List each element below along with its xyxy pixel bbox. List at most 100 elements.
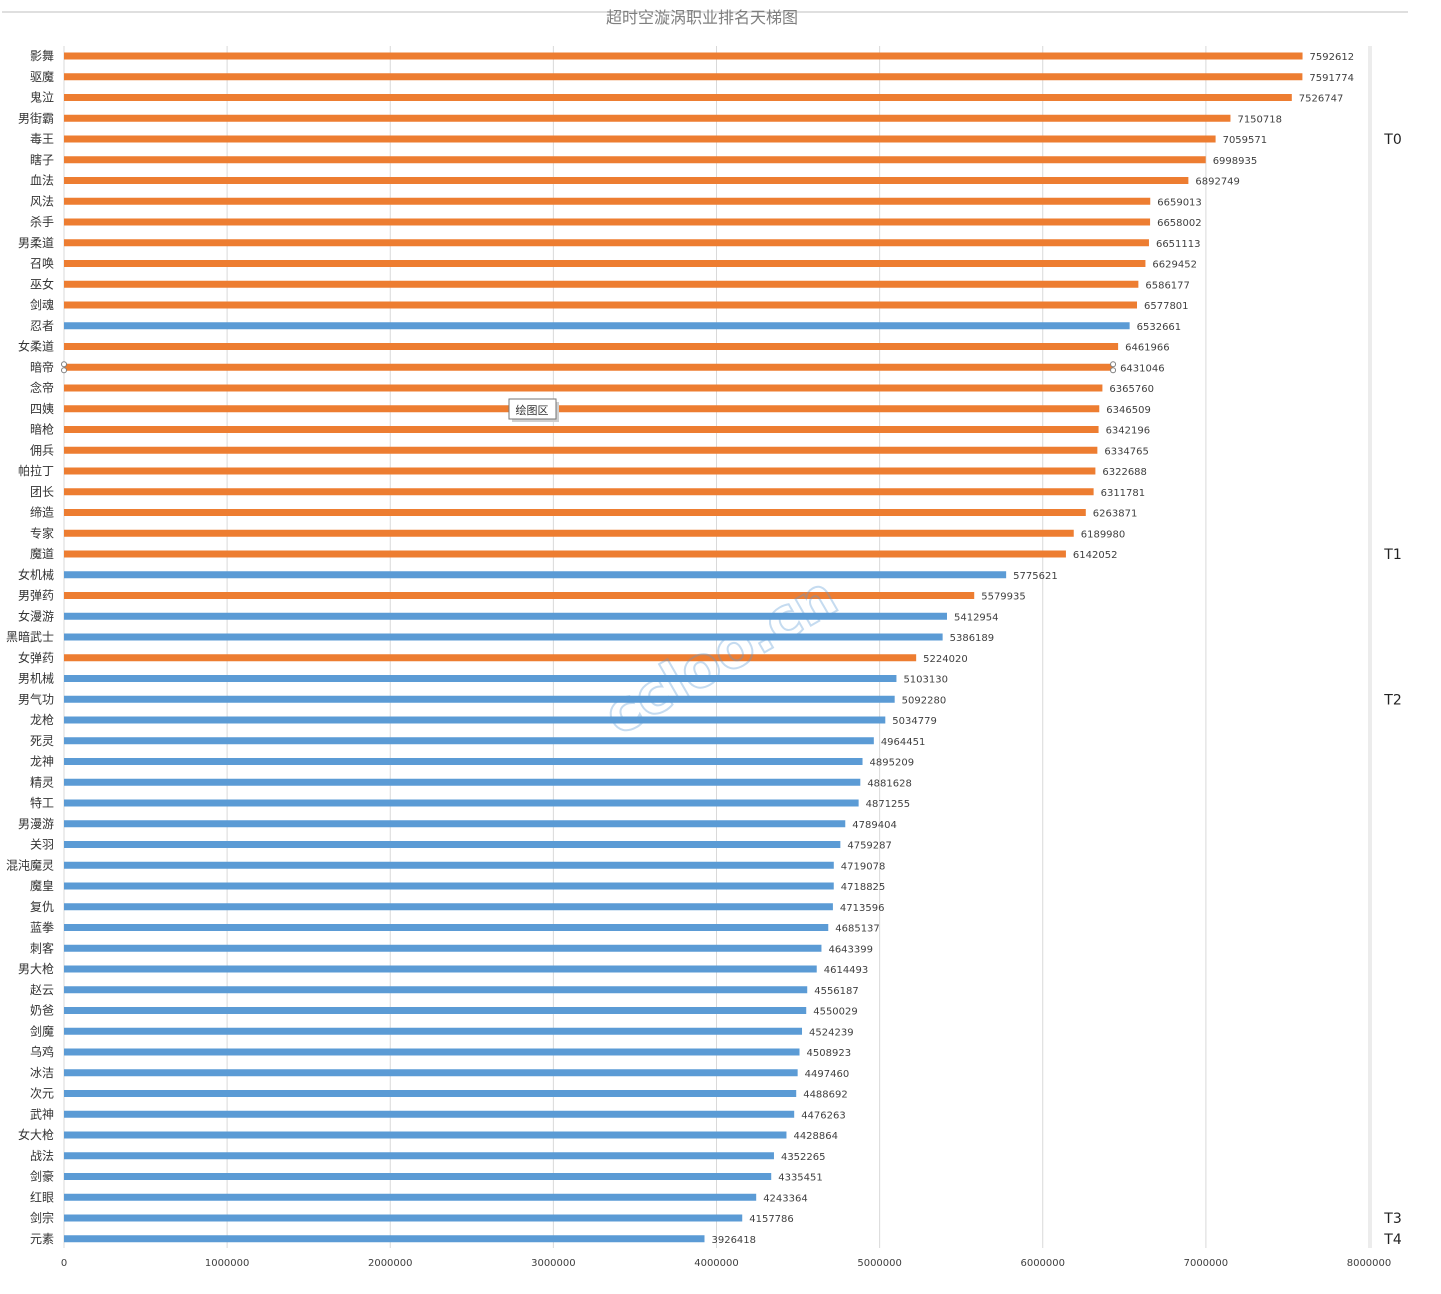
plot-area[interactable]	[61, 52, 1303, 1243]
bar[interactable]	[64, 1152, 774, 1160]
bar[interactable]	[64, 301, 1138, 309]
value-label: 6189980	[1081, 529, 1126, 540]
category-label: 暗帝	[30, 359, 54, 374]
bar[interactable]	[64, 716, 886, 724]
bar[interactable]	[64, 218, 1151, 226]
bar[interactable]	[64, 1173, 772, 1180]
category-label: 刺客	[30, 940, 54, 955]
category-label: 男机械	[18, 671, 54, 686]
value-label: 5775621	[1013, 571, 1058, 582]
value-label: 5034779	[892, 716, 937, 727]
bar[interactable]	[64, 986, 808, 994]
bar[interactable]	[64, 94, 1292, 101]
bar[interactable]	[64, 903, 833, 911]
bar[interactable]	[64, 177, 1189, 184]
bar[interactable]	[64, 467, 1096, 475]
bar[interactable]	[64, 799, 859, 807]
bar[interactable]	[64, 1193, 757, 1201]
bar[interactable]	[64, 571, 1007, 579]
bar[interactable]	[64, 343, 1119, 350]
bar[interactable]	[64, 841, 841, 848]
category-label: 女弹药	[18, 650, 54, 665]
bar[interactable]	[64, 73, 1303, 81]
category-label: 复仇	[30, 900, 54, 914]
category-label: 精灵	[30, 775, 54, 789]
bar[interactable]	[64, 405, 1100, 413]
value-label: 7059571	[1223, 135, 1268, 146]
category-label: 驱魔	[30, 69, 54, 84]
bar[interactable]	[64, 239, 1149, 247]
x-tick-label: 1000000	[205, 1258, 250, 1269]
bar[interactable]	[64, 260, 1146, 267]
category-label: 男柔道	[18, 236, 54, 250]
bar[interactable]	[64, 1069, 798, 1077]
bar[interactable]	[64, 882, 834, 890]
bar[interactable]	[64, 820, 846, 828]
bar[interactable]	[64, 695, 895, 703]
value-label: 4871255	[866, 799, 911, 810]
bar[interactable]	[64, 52, 1303, 60]
value-label: 4476263	[801, 1110, 846, 1121]
value-label: 6629452	[1152, 260, 1197, 271]
x-tick-label: 6000000	[1020, 1258, 1065, 1269]
bar[interactable]	[64, 1235, 705, 1243]
bar[interactable]	[64, 446, 1098, 454]
value-label: 4508923	[807, 1048, 852, 1059]
bar[interactable]	[64, 280, 1139, 288]
bar[interactable]	[64, 861, 834, 869]
bar[interactable]	[64, 529, 1074, 537]
bar[interactable]	[64, 1027, 803, 1035]
bar[interactable]	[64, 592, 975, 599]
tier-label: T2	[1383, 692, 1401, 708]
bar[interactable]	[64, 197, 1151, 205]
bar[interactable]	[64, 944, 822, 952]
category-label: 黑暗武士	[6, 629, 54, 644]
selection-handle[interactable]	[61, 361, 67, 368]
value-label: 4685137	[835, 924, 880, 935]
bar[interactable]	[64, 156, 1206, 164]
bar[interactable]	[64, 965, 817, 973]
value-labels: 7592612 7591774 7526747 7150718 7059571 69989…	[711, 52, 1354, 1246]
bar[interactable]	[64, 778, 861, 786]
selection-handle[interactable]	[1110, 361, 1117, 368]
bar[interactable]	[64, 114, 1231, 122]
category-label: 影舞	[30, 49, 54, 63]
bar[interactable]	[64, 1007, 807, 1014]
selection-handle[interactable]	[61, 367, 67, 374]
value-label: 6659013	[1157, 197, 1202, 208]
value-label: 7150718	[1237, 114, 1282, 125]
bar[interactable]	[64, 509, 1086, 516]
bar[interactable]	[64, 1048, 800, 1056]
bar[interactable]	[64, 322, 1130, 330]
bar[interactable]	[64, 758, 863, 765]
tooltip-box	[508, 398, 557, 420]
bar[interactable]	[64, 550, 1066, 558]
bar[interactable]	[64, 135, 1216, 143]
bar[interactable]	[64, 1090, 797, 1097]
bar[interactable]	[64, 426, 1099, 433]
bar[interactable]	[64, 675, 897, 682]
category-label: 血法	[30, 174, 54, 188]
bar[interactable]	[64, 737, 874, 745]
bar[interactable]	[64, 654, 917, 662]
tooltip-text: 绘图区	[516, 403, 549, 417]
bar[interactable]	[64, 1131, 787, 1139]
category-label: 魔道	[30, 546, 54, 561]
value-label: 6532661	[1137, 322, 1182, 333]
bar[interactable]	[64, 384, 1103, 392]
bar[interactable]	[64, 488, 1094, 496]
value-label: 4643399	[828, 944, 873, 955]
bar[interactable]	[64, 612, 947, 620]
category-label: 男大枪	[18, 961, 54, 976]
bar[interactable]	[64, 1110, 795, 1118]
bar[interactable]	[64, 633, 943, 641]
selection-handle[interactable]	[1110, 367, 1117, 374]
bar[interactable]	[64, 363, 1114, 371]
category-label: 男漫游	[18, 817, 54, 831]
bar[interactable]	[64, 924, 829, 931]
value-label: 5103130	[903, 675, 948, 686]
bar[interactable]	[64, 1214, 743, 1222]
tier-label: T4	[1383, 1232, 1402, 1248]
category-label: 团长	[30, 485, 54, 499]
